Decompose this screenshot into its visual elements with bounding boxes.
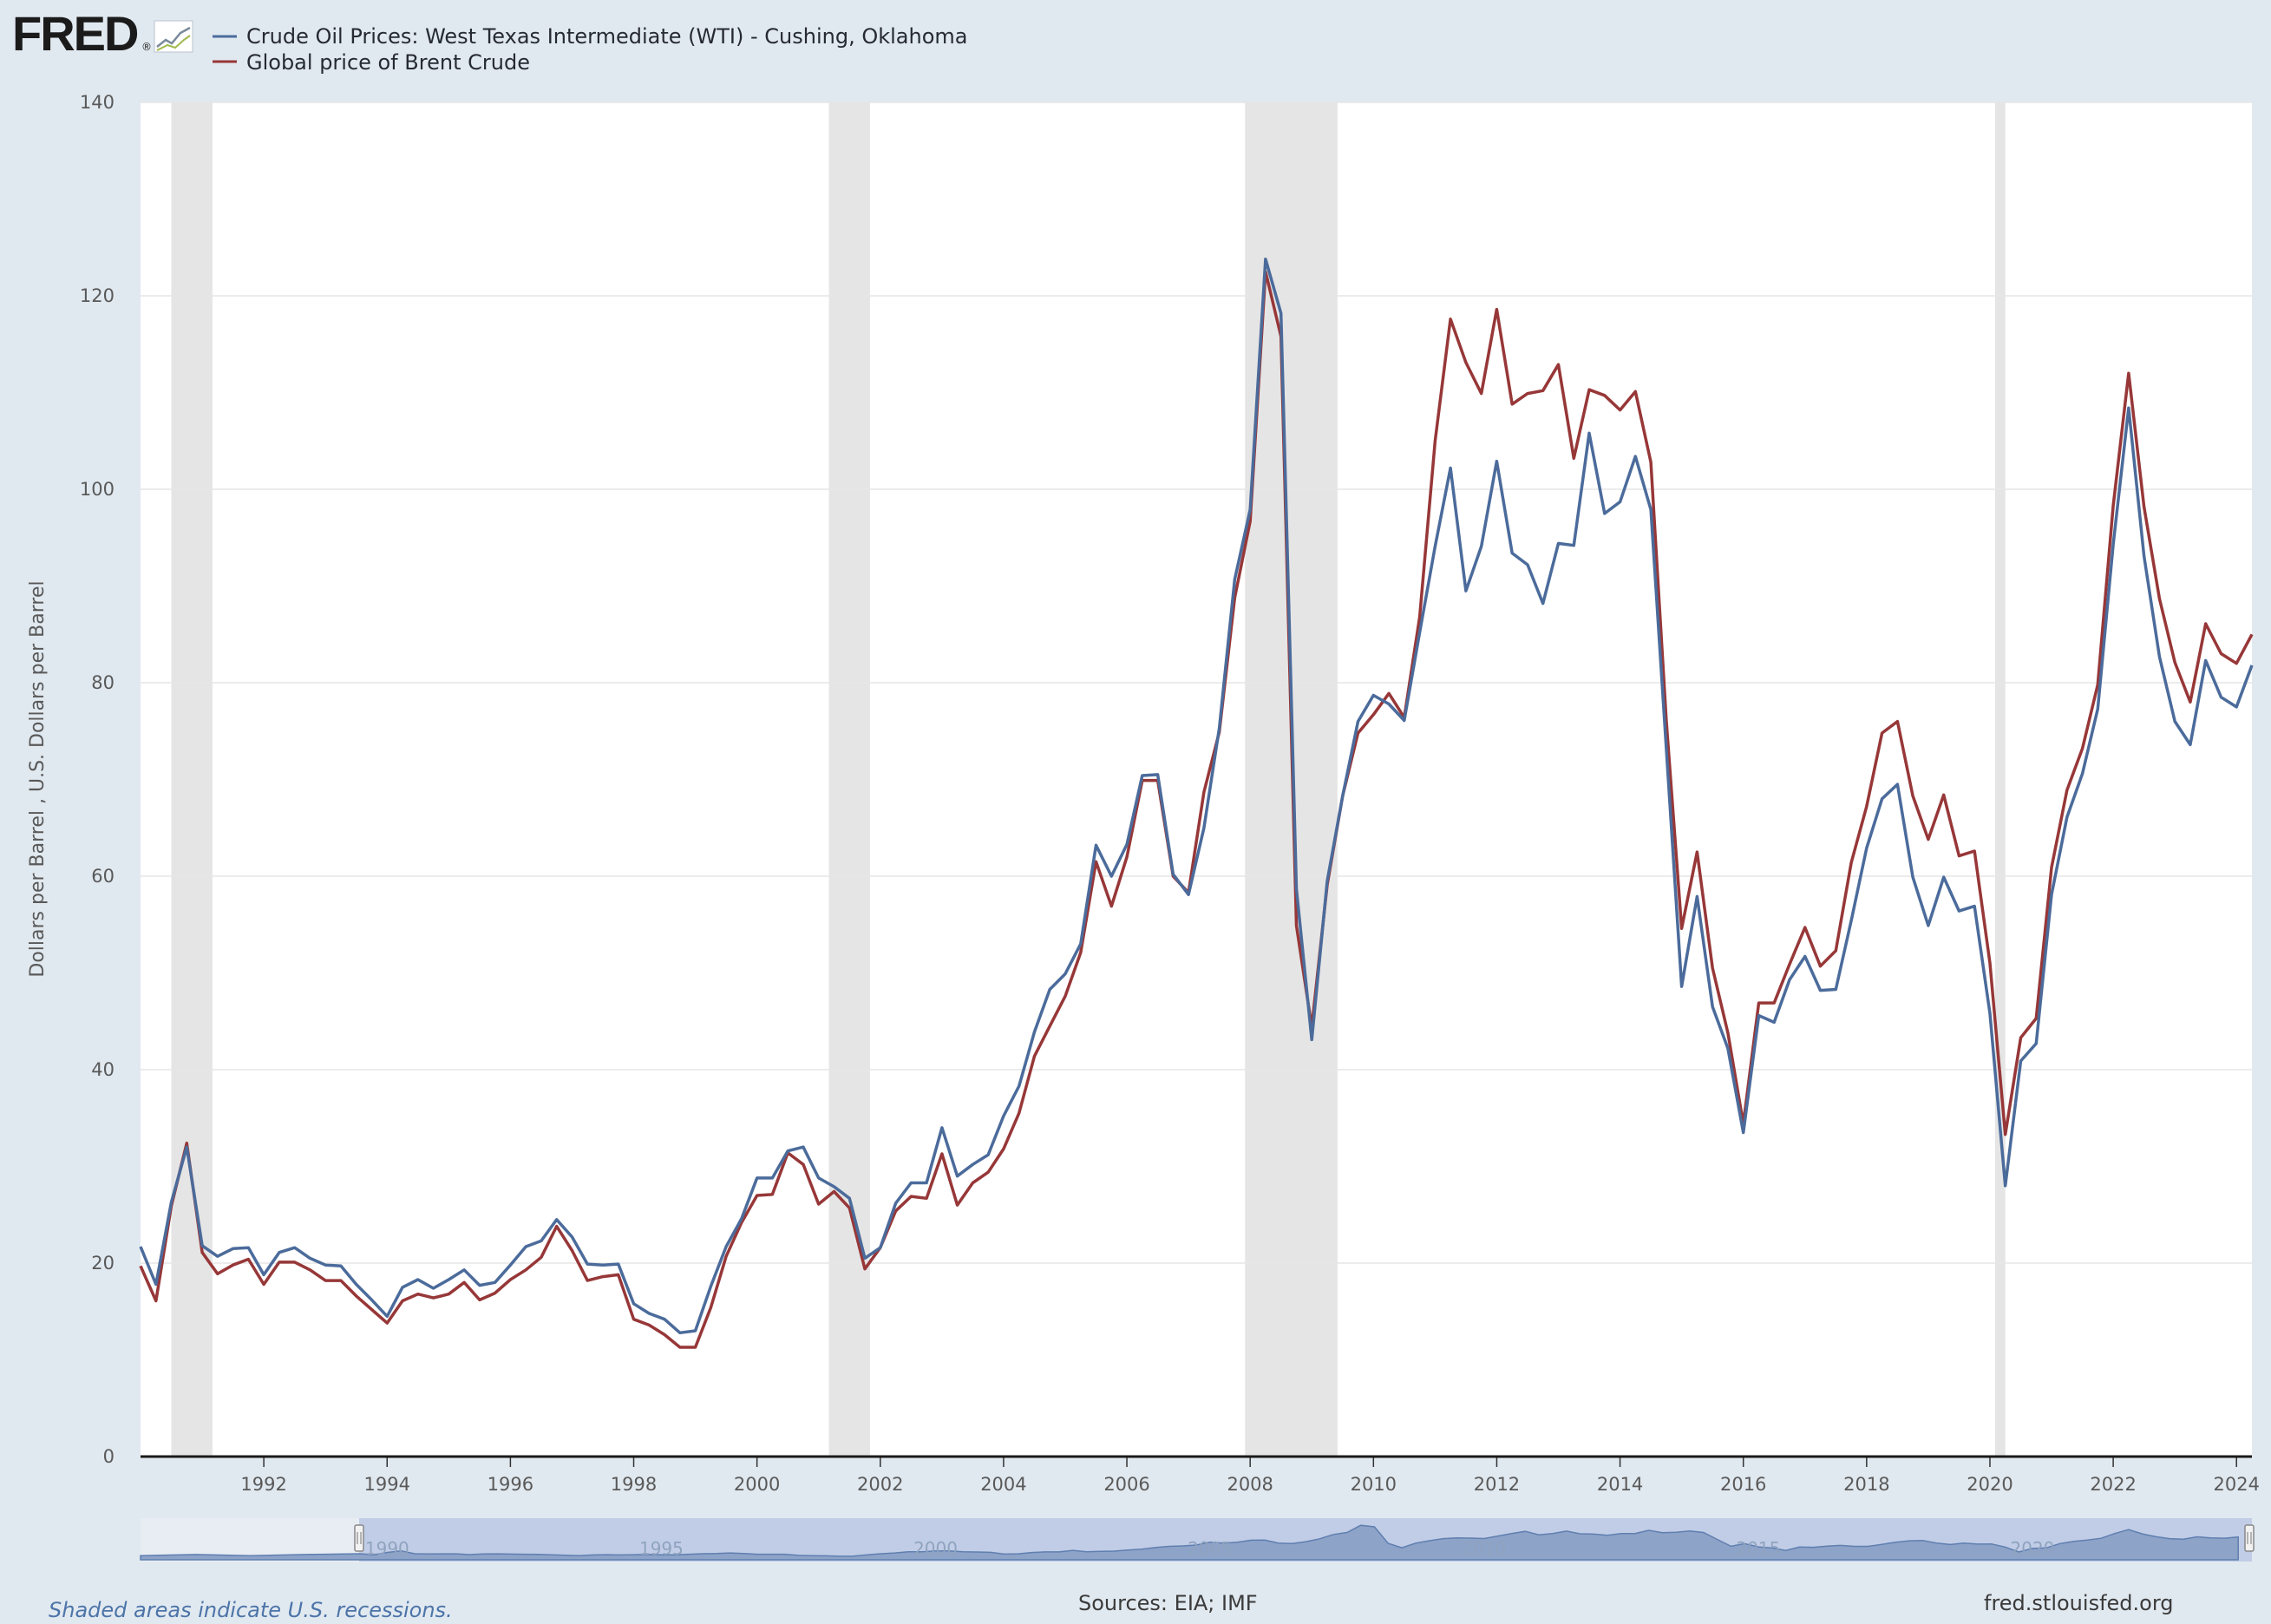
x-tick-label-2010: 2010 [1351,1474,1397,1495]
x-tick-label-2004: 2004 [980,1474,1026,1495]
x-tick-label-1992: 1992 [240,1474,286,1495]
x-tick-label-2006: 2006 [1103,1474,1149,1495]
fred-trend-icon [154,20,193,53]
x-tick-label-2014: 2014 [1597,1474,1643,1495]
fred-logo[interactable]: FRED ® [12,6,193,61]
x-tick-label-2002: 2002 [857,1474,903,1495]
navigator-label-2000: 2000 [913,1538,958,1559]
fred-logo-text: FRED [12,6,138,61]
navigator-label-1995: 1995 [639,1538,684,1559]
navigator-label-2010: 2010 [1462,1538,1506,1559]
x-tick-label-2012: 2012 [1474,1474,1520,1495]
y-tick-label-60: 60 [91,866,115,887]
recession-note: Shaded areas indicate U.S. recessions. [49,1598,453,1622]
legend-label-wti[interactable]: Crude Oil Prices: West Texas Intermediat… [246,24,967,49]
recession-band-0 [171,102,213,1457]
y-axis-ticks: 0 20 40 60 80 100 120 140 [80,92,115,1467]
sources-text: Sources: EIA; IMF [1078,1591,1258,1615]
x-tick-label-1998: 1998 [611,1474,657,1495]
gridlines [141,102,2252,1264]
y-tick-label-140: 140 [80,92,115,113]
navigator-label-2005: 2005 [1188,1538,1232,1559]
x-tick-label-2008: 2008 [1227,1474,1273,1495]
navigator-label-2020: 2020 [2011,1538,2055,1559]
navigator-labels: 1990 1995 2000 2005 2010 2015 2020 [365,1538,2055,1559]
y-tick-label-120: 120 [80,285,115,306]
x-axis-ticks: 1992 1994 1996 1998 2000 2002 2004 2006 2008 2010… [240,1457,2260,1495]
chart-legend: Crude Oil Prices: West Texas Intermediat… [213,24,967,75]
x-tick-label-2024: 2024 [2214,1474,2260,1495]
x-tick-label-1994: 1994 [364,1474,410,1495]
plot-background [141,102,2252,1457]
y-tick-label-40: 40 [91,1059,115,1080]
navigator-label-1990: 1990 [365,1538,409,1559]
legend-label-brent[interactable]: Global price of Brent Crude [246,50,530,75]
series-line-wti[interactable] [139,257,2254,1335]
y-axis-label: Dollars per Barrel , U.S. Dollars per Ba… [27,580,49,977]
x-tick-label-2000: 2000 [734,1474,780,1495]
y-tick-label-100: 100 [80,479,115,500]
y-tick-label-0: 0 [103,1446,115,1467]
range-navigator[interactable]: 1990 1995 2000 2005 2010 2015 2020 [140,1518,2255,1562]
recession-band-3 [1994,102,2006,1457]
x-tick-label-2016: 2016 [1720,1474,1766,1495]
y-tick-label-80: 80 [91,672,115,693]
recession-band-1 [828,102,870,1457]
series-line-brent[interactable] [139,270,2254,1349]
navigator-label-2015: 2015 [1736,1538,1780,1559]
fred-logo-registered: ® [141,41,152,53]
navigator-handle-right[interactable] [2244,1524,2255,1552]
x-tick-label-2018: 2018 [1843,1474,1889,1495]
y-tick-label-20: 20 [91,1253,115,1274]
navigator-area [140,1524,2239,1561]
x-tick-label-1996: 1996 [488,1474,533,1495]
navigator-handle-left[interactable] [354,1524,364,1552]
x-tick-label-2022: 2022 [2090,1474,2136,1495]
fred-url[interactable]: fred.stlouisfed.org [1984,1591,2174,1615]
x-tick-label-2020: 2020 [1967,1474,2012,1495]
